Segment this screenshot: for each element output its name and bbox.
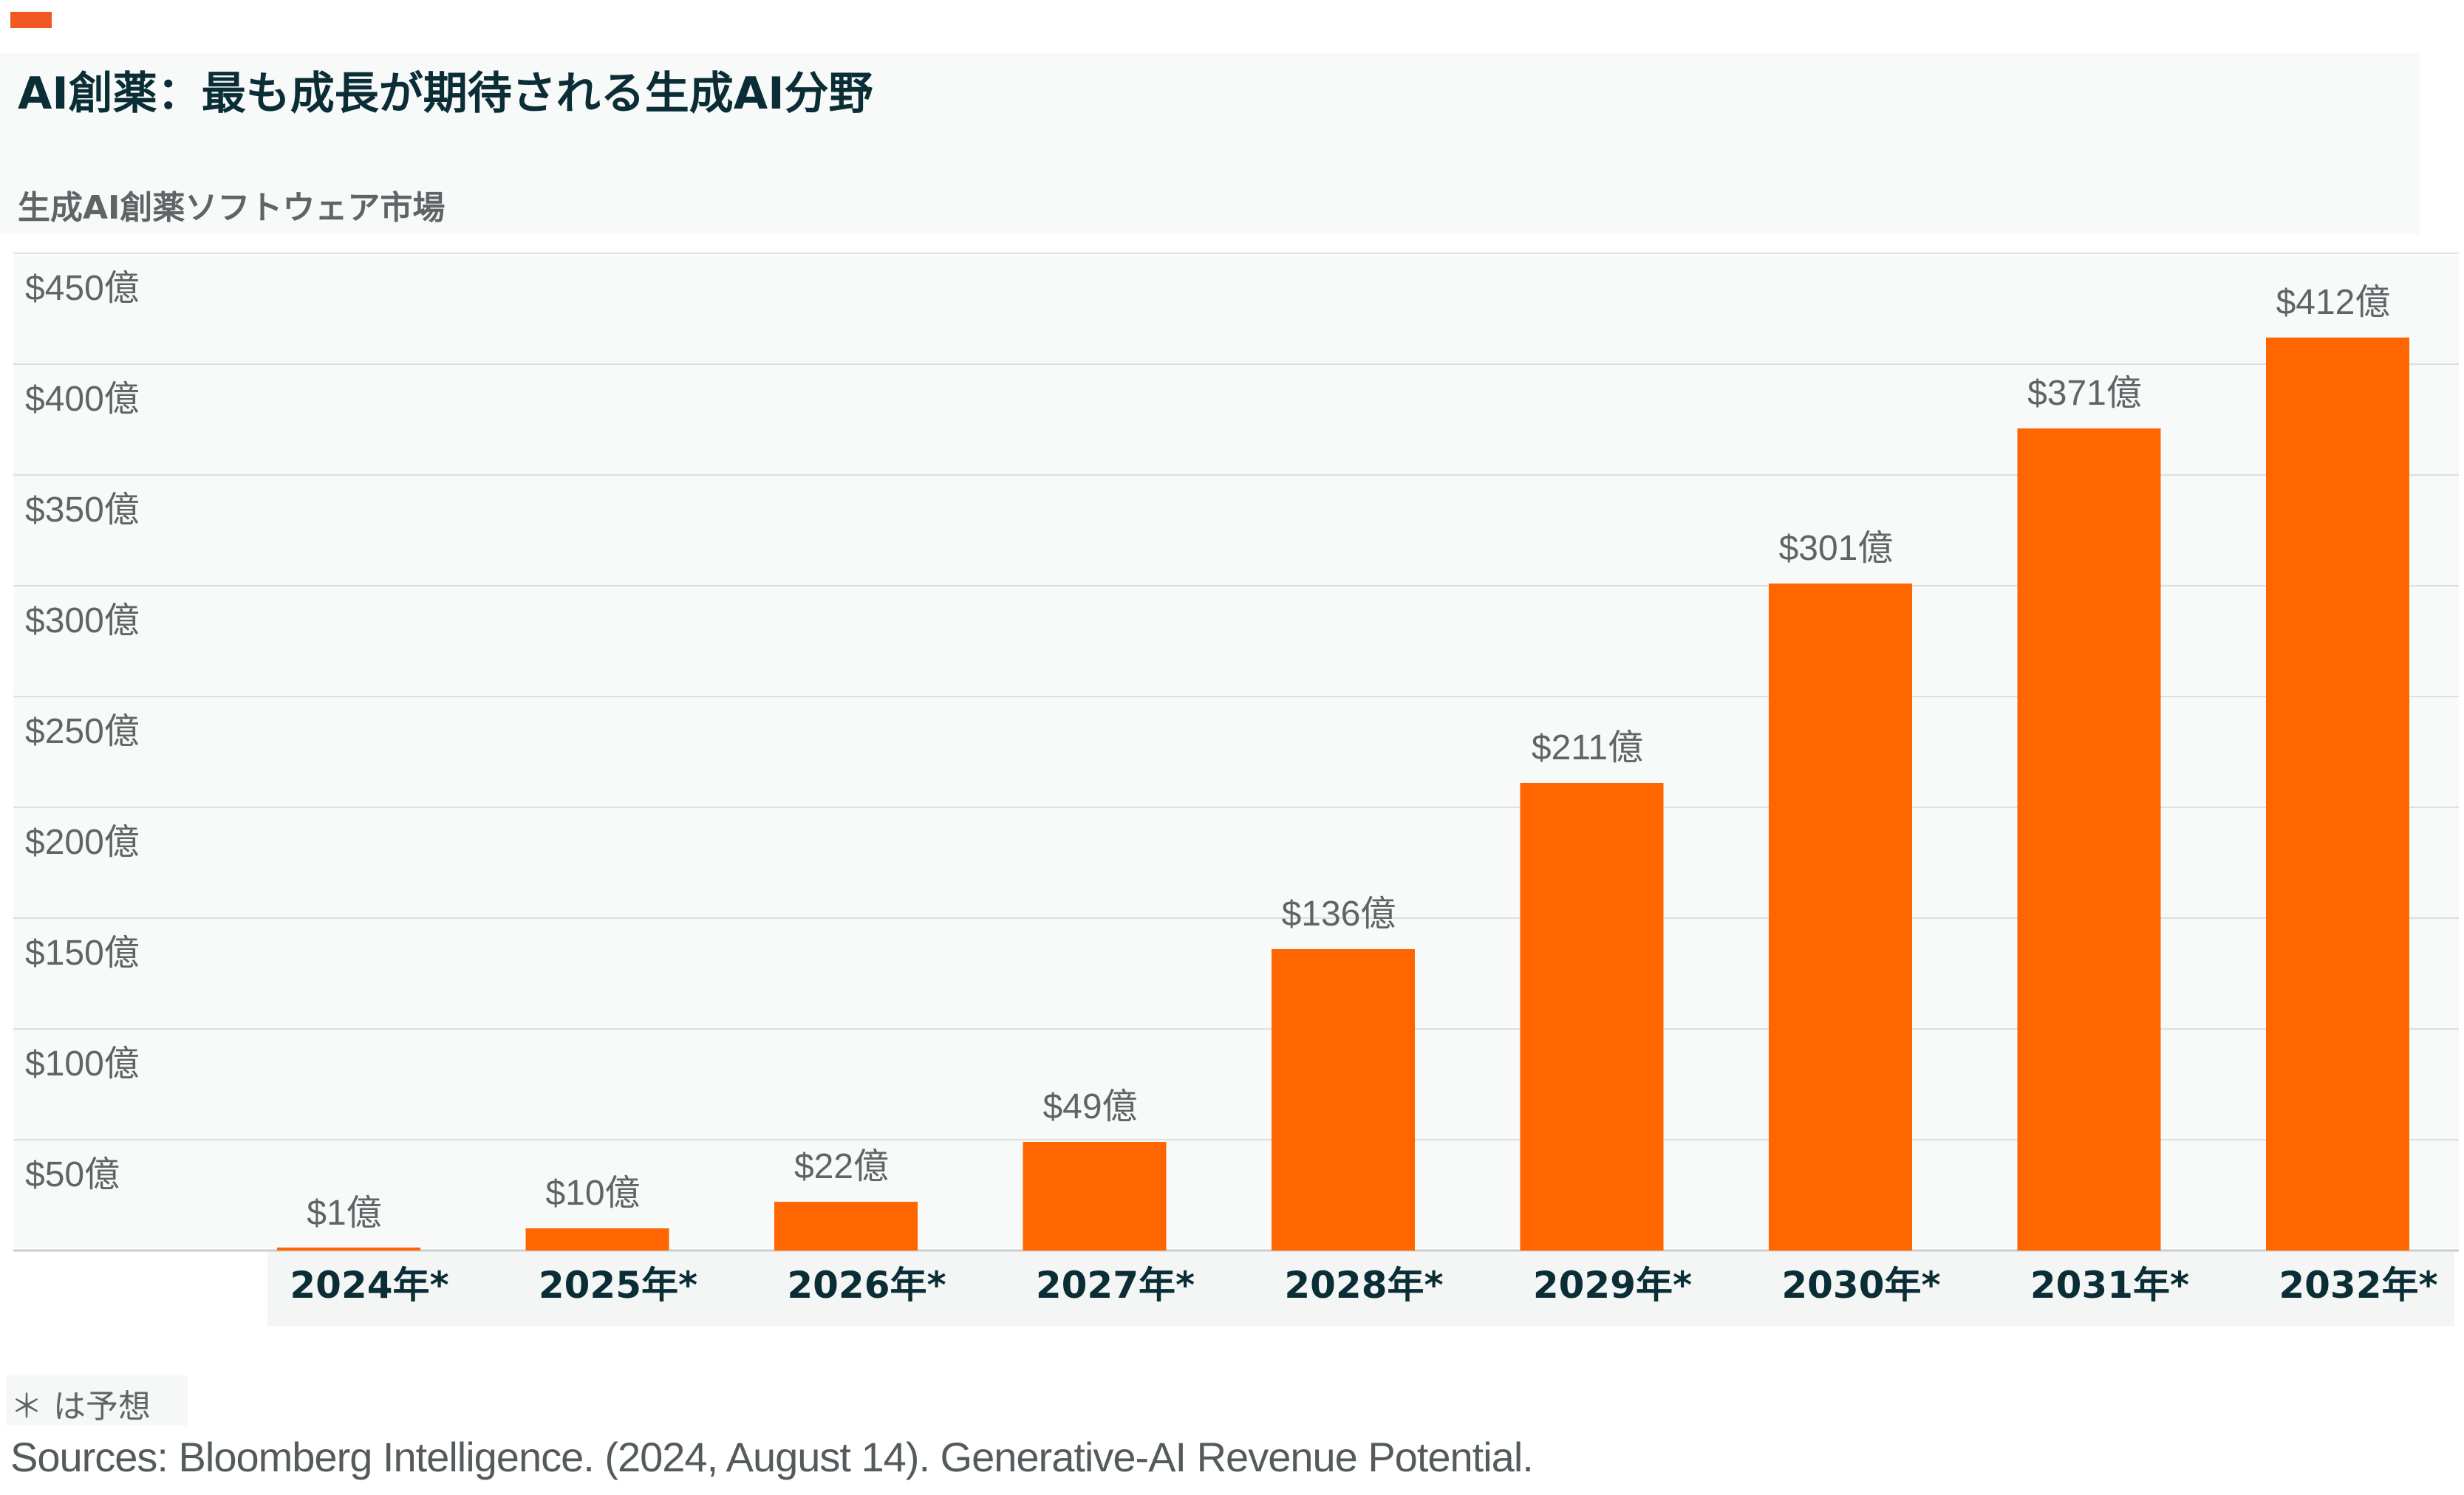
accent-bar	[10, 12, 52, 28]
bar	[277, 1248, 420, 1251]
data-label: $412億	[2276, 283, 2391, 322]
chart-subtitle: 生成AI創薬ソフトウェア市場	[18, 189, 446, 227]
x-tick-label: 2026年*	[787, 1264, 946, 1307]
bar	[2266, 338, 2409, 1251]
data-label: $1億	[307, 1194, 381, 1233]
bar-chart: $50億 $100億 $150億 $200億 $250億 $300億 $350億 $400億 $…	[13, 253, 2459, 1326]
y-tick-label: $100億	[25, 1044, 140, 1084]
category-strip	[267, 1252, 2454, 1326]
y-tick-label: $250億	[25, 712, 140, 751]
x-tick-label: 2025年*	[539, 1264, 697, 1307]
forecast-footnote: ＊ は予想	[10, 1388, 151, 1426]
y-tick-label: $50億	[25, 1155, 120, 1194]
data-label: $136億	[1282, 894, 1396, 934]
bar	[1520, 783, 1664, 1251]
x-tick-label: 2028年*	[1284, 1264, 1443, 1307]
bar	[2017, 428, 2161, 1251]
data-label: $301億	[1779, 529, 1894, 568]
data-label: $10億	[545, 1174, 640, 1213]
x-tick-label: 2031年*	[2030, 1264, 2189, 1307]
bar	[774, 1202, 918, 1251]
y-tick-label: $300億	[25, 601, 140, 640]
x-tick-label: 2029年*	[1533, 1264, 1692, 1307]
footnote-box	[6, 1375, 188, 1426]
y-tick-label: $150億	[25, 934, 140, 973]
data-label: $22億	[794, 1147, 889, 1186]
x-tick-label: 2030年*	[1781, 1264, 1940, 1307]
y-tick-label: $400億	[25, 380, 140, 419]
bar	[525, 1228, 669, 1251]
data-label: $211億	[1532, 728, 1643, 767]
y-tick-label: $200億	[25, 823, 140, 862]
bar	[1769, 584, 1912, 1251]
bar	[1023, 1142, 1167, 1251]
y-tick-label: $350億	[25, 490, 140, 530]
y-tick-label: $450億	[25, 269, 140, 308]
data-label: $371億	[2027, 374, 2142, 413]
x-tick-label: 2024年*	[290, 1264, 448, 1307]
x-tick-label: 2027年*	[1036, 1264, 1195, 1307]
header-panel	[0, 53, 2420, 234]
bar	[1272, 949, 1415, 1251]
data-label: $49億	[1042, 1087, 1137, 1126]
source-note: Sources: Bloomberg Intelligence. (2024, …	[10, 1434, 1534, 1480]
page-title: AI創薬：最も成長が期待される生成AI分野	[18, 68, 873, 120]
x-tick-label: 2032年*	[2279, 1264, 2437, 1307]
